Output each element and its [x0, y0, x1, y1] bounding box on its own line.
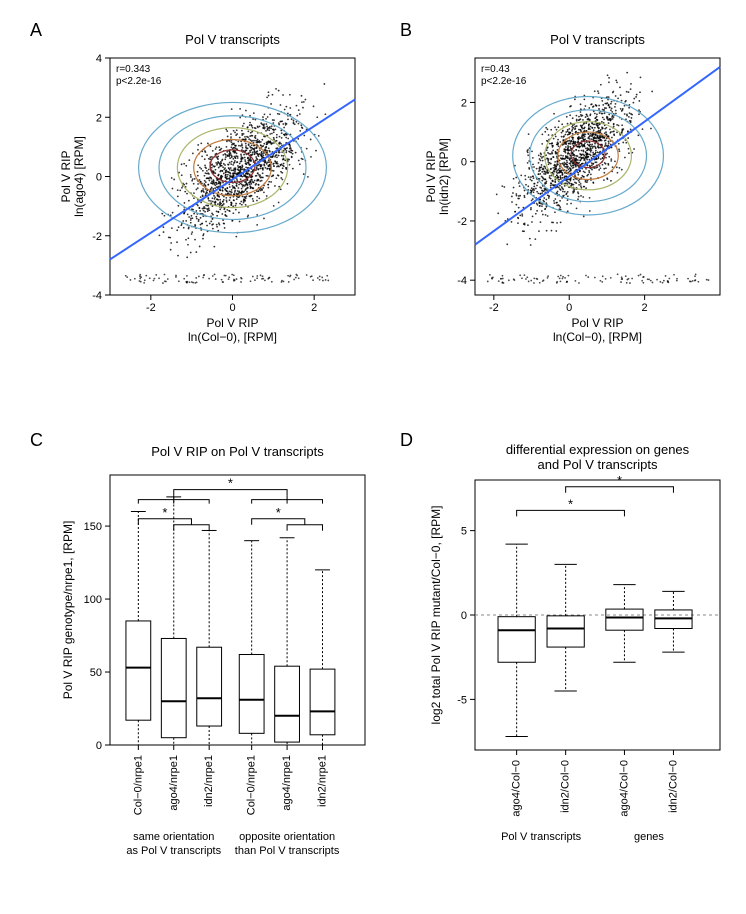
svg-text:*: *: [617, 473, 622, 488]
svg-text:Pol V RIP: Pol V RIP: [59, 150, 73, 202]
svg-text:ln(idn2) [RPM]: ln(idn2) [RPM]: [437, 138, 451, 215]
svg-text:log2 total Pol V RIP mutant/Co: log2 total Pol V RIP mutant/Col−0, [RPM]: [429, 506, 443, 725]
svg-text:ln(ago4) [RPM]: ln(ago4) [RPM]: [72, 136, 86, 217]
svg-text:2: 2: [461, 97, 467, 109]
panel-a: Pol V transcripts-202-4-2024Pol V RIPln(…: [55, 30, 365, 350]
svg-text:2: 2: [96, 112, 102, 124]
svg-text:150: 150: [84, 521, 102, 533]
svg-text:r=0.43: r=0.43: [481, 64, 510, 75]
svg-text:ago4/nrpe1: ago4/nrpe1: [281, 755, 293, 811]
svg-text:genes: genes: [634, 831, 664, 843]
svg-text:*: *: [276, 505, 281, 520]
svg-text:0: 0: [96, 172, 102, 184]
svg-text:ago4/Col−0: ago4/Col−0: [618, 760, 630, 817]
svg-text:idn2/nrpe1: idn2/nrpe1: [317, 755, 329, 807]
svg-text:idn2/nrpe1: idn2/nrpe1: [203, 755, 215, 807]
svg-text:Pol V transcripts: Pol V transcripts: [550, 32, 645, 47]
svg-text:idn2/Col−0: idn2/Col−0: [667, 760, 679, 813]
svg-text:0: 0: [566, 302, 572, 314]
svg-text:-4: -4: [457, 275, 467, 287]
svg-text:0: 0: [461, 610, 467, 622]
svg-text:Pol V transcripts: Pol V transcripts: [185, 32, 280, 47]
panel-label-d: D: [400, 430, 413, 451]
boxplot-c: Pol V RIP on Pol V transcripts 0 50 100 150 P…: [55, 440, 375, 900]
svg-text:than Pol V transcripts: than Pol V transcripts: [235, 845, 340, 857]
svg-text:Pol V RIP: Pol V RIP: [571, 316, 623, 330]
svg-text:Pol V RIP genotype/nrpe1, [RPM: Pol V RIP genotype/nrpe1, [RPM]: [61, 521, 75, 700]
svg-text:Col−0/nrpe1: Col−0/nrpe1: [246, 755, 258, 815]
svg-text:-4: -4: [92, 290, 102, 302]
figure-page: A B C D Pol V transcripts -2 0 2 -4 -2 0 2 4 Pol …: [0, 0, 746, 914]
svg-text:4: 4: [96, 53, 102, 65]
svg-text:2: 2: [311, 302, 317, 314]
svg-text:0: 0: [461, 157, 467, 169]
scatter-a: Pol V transcripts-202-4-2024Pol V RIPln(…: [55, 30, 365, 350]
svg-text:100: 100: [84, 594, 102, 606]
svg-text:0: 0: [96, 740, 102, 752]
svg-text:same orientation: same orientation: [133, 831, 214, 843]
svg-text:as Pol V transcripts: as Pol V transcripts: [126, 845, 221, 857]
svg-text:ln(Col−0), [RPM]: ln(Col−0), [RPM]: [188, 330, 277, 344]
svg-text:2: 2: [642, 302, 648, 314]
svg-text:p<2.2e-16: p<2.2e-16: [116, 76, 162, 87]
svg-text:Pol V RIP: Pol V RIP: [424, 150, 438, 202]
svg-text:differential expression on gen: differential expression on genes: [506, 442, 690, 457]
svg-text:-2: -2: [489, 302, 499, 314]
svg-text:ln(Col−0), [RPM]: ln(Col−0), [RPM]: [553, 330, 642, 344]
svg-text:-2: -2: [92, 231, 102, 243]
svg-text:*: *: [228, 476, 233, 491]
svg-text:-2: -2: [457, 216, 467, 228]
svg-text:ago4/nrpe1: ago4/nrpe1: [168, 755, 180, 811]
svg-text:opposite orientation: opposite orientation: [239, 831, 335, 843]
svg-text:and Pol V transcripts: and Pol V transcripts: [538, 457, 658, 472]
svg-text:ago4/Col−0: ago4/Col−0: [511, 760, 523, 817]
svg-text:Pol V transcripts: Pol V transcripts: [501, 831, 582, 843]
svg-text:*: *: [568, 496, 573, 511]
svg-text:-2: -2: [146, 302, 156, 314]
panel-c: Pol V RIP on Pol V transcripts 0 50 100 150 P…: [55, 440, 375, 900]
svg-text:5: 5: [461, 526, 467, 538]
svg-text:r=0.343: r=0.343: [116, 64, 151, 75]
panel-b: Pol V transcripts-202-4-202Pol V RIPln(C…: [420, 30, 730, 350]
svg-text:idn2/Col−0: idn2/Col−0: [560, 760, 572, 813]
svg-text:*: *: [162, 505, 167, 520]
panel-label-c: C: [30, 430, 43, 451]
boxplot-d: differential expression on genesand Pol …: [420, 440, 730, 900]
panel-label-a: A: [30, 20, 42, 41]
svg-text:Pol V RIP: Pol V RIP: [206, 316, 258, 330]
svg-text:Col−0/nrpe1: Col−0/nrpe1: [132, 755, 144, 815]
svg-text:0: 0: [229, 302, 235, 314]
svg-text:50: 50: [90, 667, 102, 679]
scatter-b: Pol V transcripts-202-4-202Pol V RIPln(C…: [420, 30, 730, 350]
panel-label-b: B: [400, 20, 412, 41]
svg-text:p<2.2e-16: p<2.2e-16: [481, 76, 527, 87]
svg-text:Pol V RIP on Pol V transcripts: Pol V RIP on Pol V transcripts: [151, 444, 324, 459]
svg-text:-5: -5: [457, 694, 467, 706]
panel-d: differential expression on genesand Pol …: [420, 440, 730, 900]
